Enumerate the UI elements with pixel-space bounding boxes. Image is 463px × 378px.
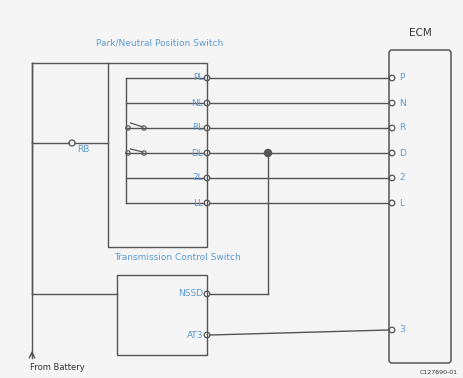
Text: RL: RL [192,124,203,133]
Circle shape [264,150,271,156]
Text: 3: 3 [399,325,405,335]
Text: NL: NL [191,99,203,107]
Text: DL: DL [191,149,203,158]
Text: ECM: ECM [409,28,432,38]
Text: Park/Neutral Position Switch: Park/Neutral Position Switch [96,39,224,48]
Text: Transmission Control Switch: Transmission Control Switch [114,254,241,262]
Text: D: D [399,149,406,158]
Text: PL: PL [193,73,203,82]
Text: From Battery: From Battery [30,363,85,372]
Text: 2: 2 [399,174,405,183]
Bar [117,275,207,355]
Text: AT3: AT3 [187,330,203,339]
Text: P: P [399,73,404,82]
Text: 2L: 2L [192,174,203,183]
Text: RB: RB [77,144,89,153]
Text: N: N [399,99,406,107]
Text: LL: LL [193,198,203,208]
Text: L: L [399,198,404,208]
Text: C127690-01: C127690-01 [420,370,458,375]
Text: NSSD: NSSD [178,290,203,299]
Bar [108,63,207,247]
Text: R: R [399,124,405,133]
